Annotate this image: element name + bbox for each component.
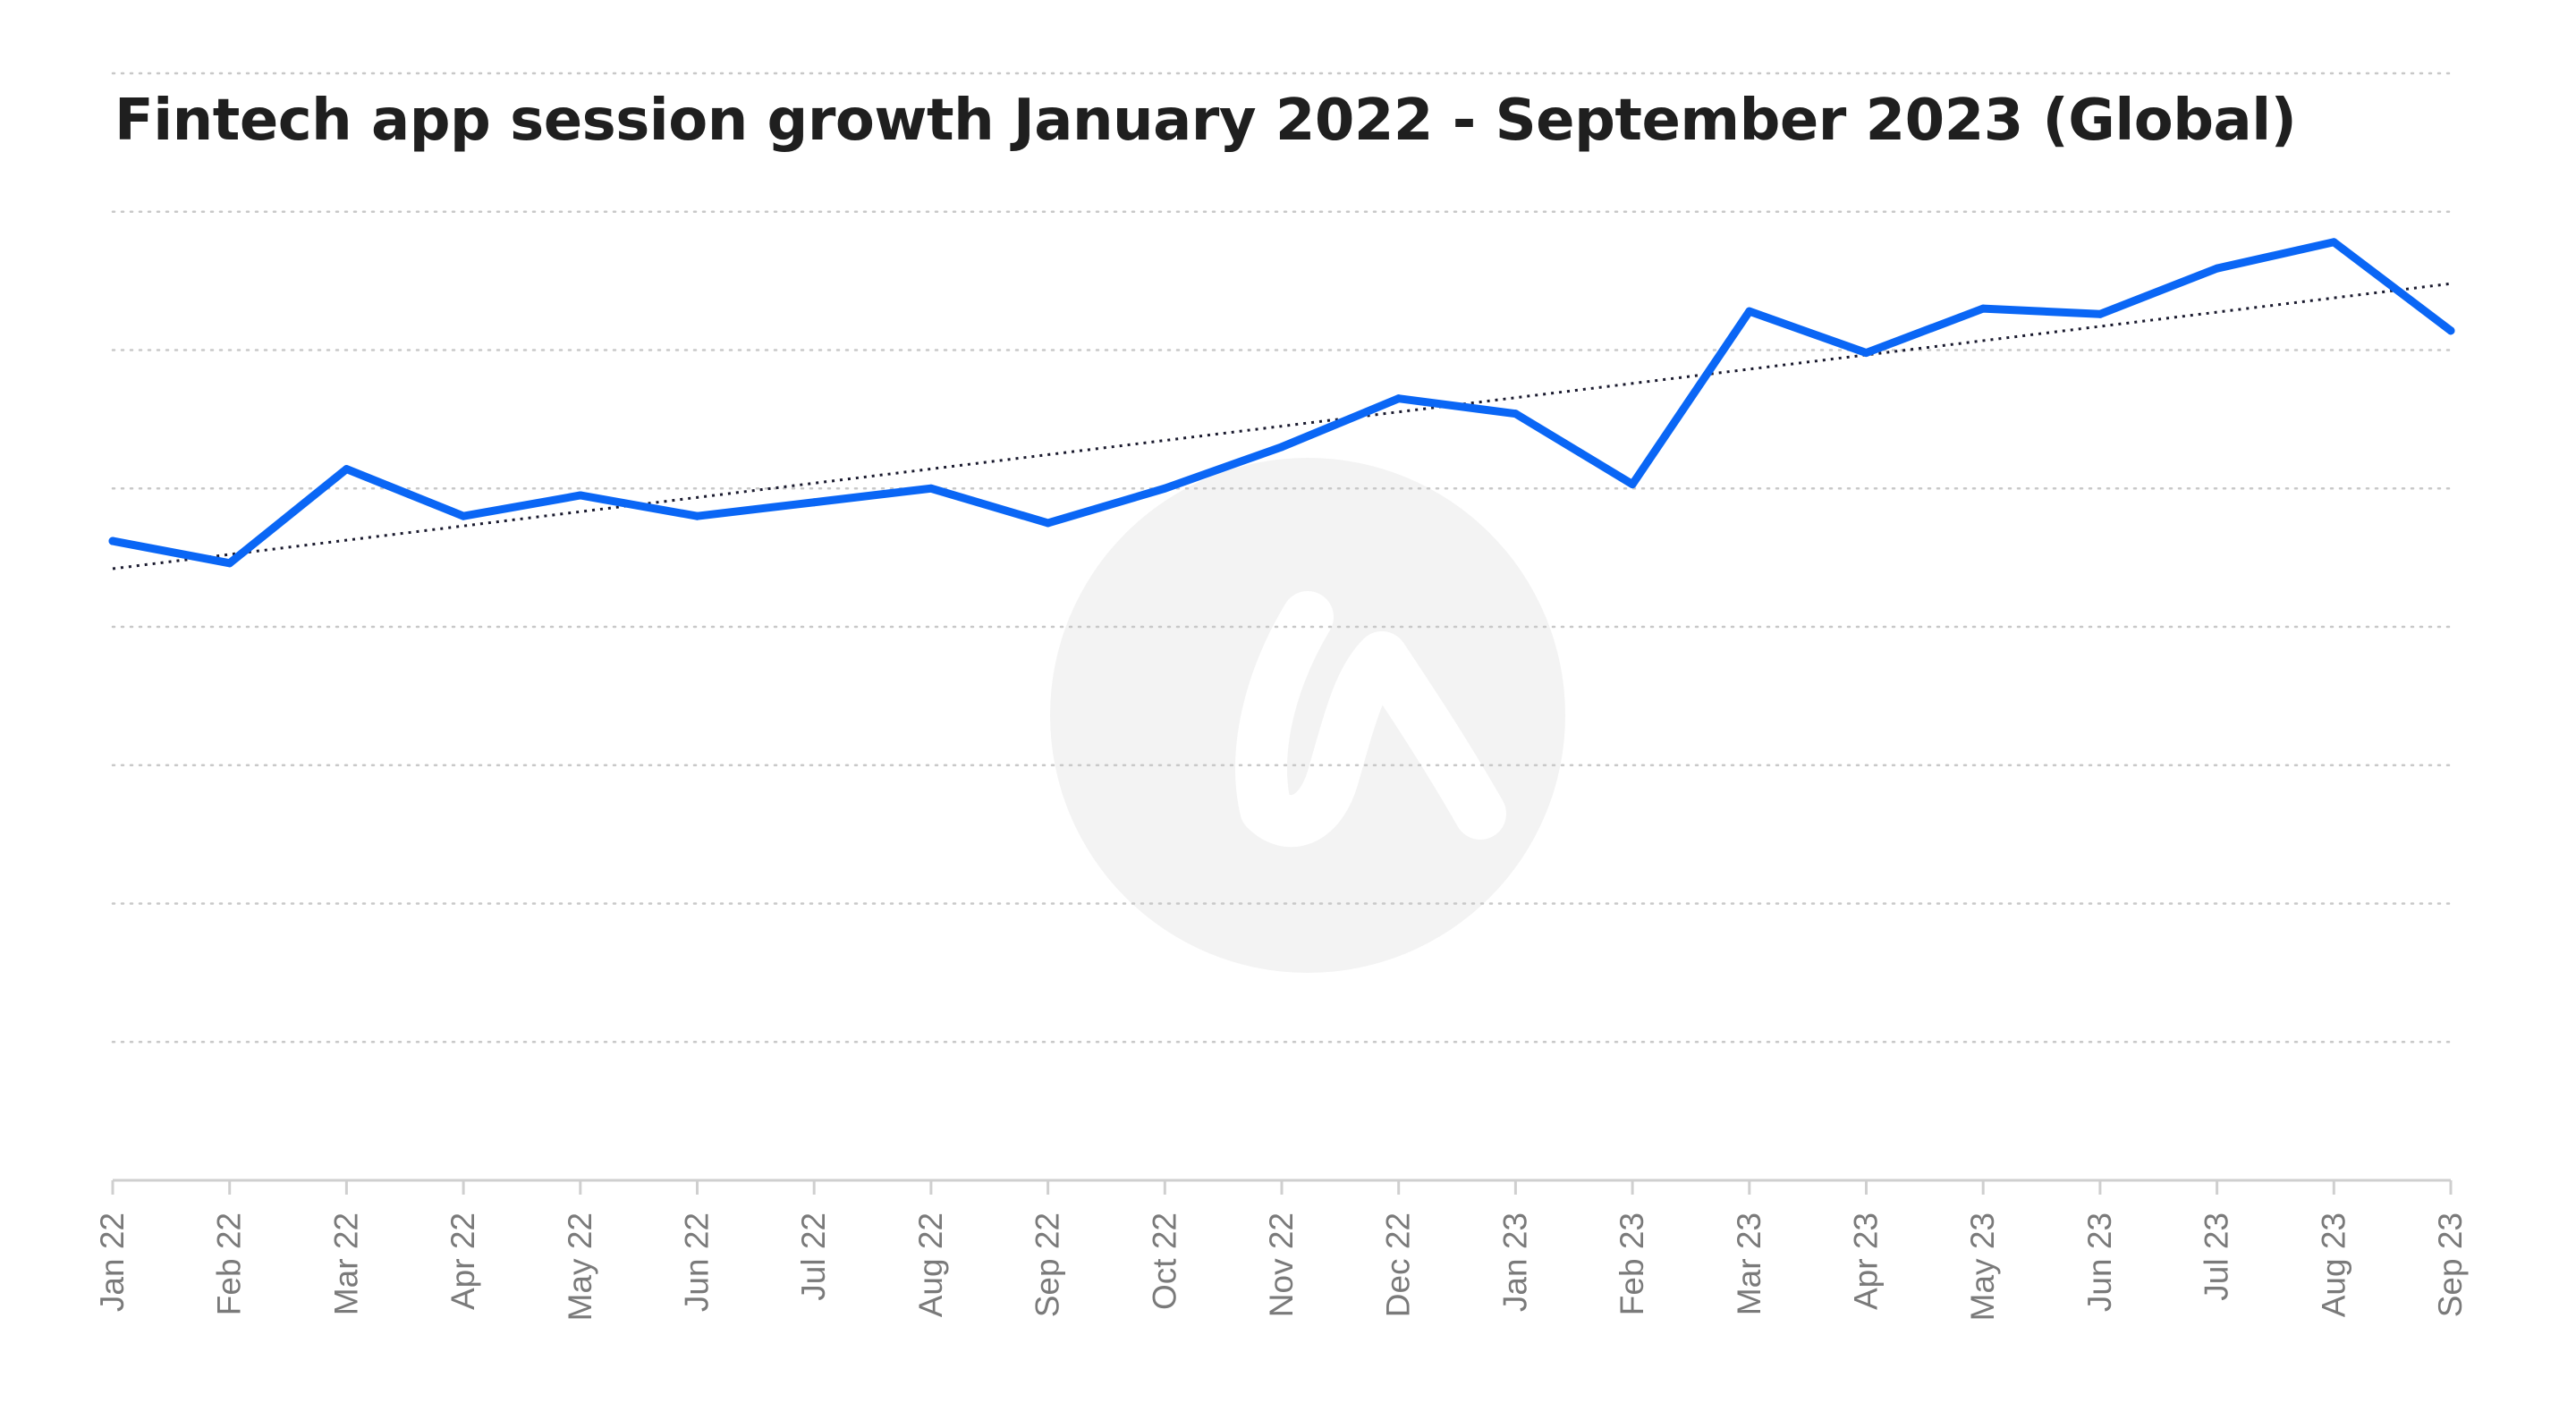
x-tick-label: Nov 22 bbox=[1263, 1212, 1300, 1317]
data-point bbox=[576, 491, 585, 500]
data-point bbox=[2446, 326, 2455, 335]
brand-logo-watermark-icon bbox=[1235, 591, 1506, 848]
data-point bbox=[1628, 480, 1637, 489]
x-tick-label: Aug 23 bbox=[2315, 1212, 2351, 1317]
data-point bbox=[1277, 443, 1286, 452]
x-tick-label: Jul 22 bbox=[795, 1212, 832, 1301]
x-axis-ticks bbox=[111, 1180, 2453, 1195]
data-point bbox=[2329, 238, 2338, 247]
data-points bbox=[108, 238, 2455, 568]
data-point bbox=[108, 537, 117, 545]
watermark-logo bbox=[1050, 458, 1565, 973]
data-point bbox=[342, 465, 351, 474]
data-point bbox=[1160, 484, 1169, 493]
data-point bbox=[2213, 264, 2222, 273]
x-tick-label: Mar 23 bbox=[1731, 1212, 1767, 1315]
x-tick-label: Jul 23 bbox=[2199, 1212, 2235, 1301]
chart-title: Fintech app session growth January 2022 … bbox=[114, 88, 2297, 154]
x-tick-label: Oct 22 bbox=[1146, 1212, 1182, 1310]
watermark-circle bbox=[1050, 458, 1565, 973]
data-point bbox=[1862, 349, 1870, 358]
x-tick-label: Jun 23 bbox=[2081, 1212, 2118, 1312]
x-tick-label: Mar 22 bbox=[327, 1212, 364, 1315]
x-tick-label: Feb 22 bbox=[211, 1212, 248, 1315]
x-tick-label: Apr 22 bbox=[445, 1212, 481, 1310]
x-tick-label: Aug 22 bbox=[912, 1212, 949, 1317]
data-point bbox=[927, 484, 936, 493]
data-point bbox=[225, 559, 234, 568]
data-point bbox=[693, 511, 701, 520]
x-tick-label: Jan 23 bbox=[1496, 1212, 1533, 1312]
x-tick-label: Jan 22 bbox=[94, 1212, 131, 1312]
data-point bbox=[459, 511, 468, 520]
data-point bbox=[1511, 410, 1520, 418]
data-point bbox=[2096, 309, 2105, 318]
x-tick-label: May 23 bbox=[1964, 1212, 2001, 1321]
x-axis-labels: Jan 22 Feb 22 Mar 22 Apr 22 May 22 Jun 22 Jul … bbox=[94, 1212, 2469, 1321]
x-tick-label: Jun 22 bbox=[679, 1212, 716, 1312]
x-tick-label: Dec 22 bbox=[1380, 1212, 1417, 1317]
x-tick-label: Apr 23 bbox=[1848, 1212, 1885, 1310]
data-point bbox=[809, 498, 818, 507]
x-tick-label: Sep 23 bbox=[2432, 1212, 2469, 1317]
x-tick-label: Sep 22 bbox=[1030, 1212, 1066, 1317]
data-point bbox=[1979, 304, 1987, 313]
data-point bbox=[1394, 394, 1403, 403]
data-point bbox=[1745, 307, 1754, 316]
x-tick-label: May 22 bbox=[562, 1212, 598, 1321]
data-point bbox=[1044, 519, 1053, 528]
trendline bbox=[112, 282, 2452, 570]
x-tick-label: Feb 23 bbox=[1614, 1212, 1650, 1315]
